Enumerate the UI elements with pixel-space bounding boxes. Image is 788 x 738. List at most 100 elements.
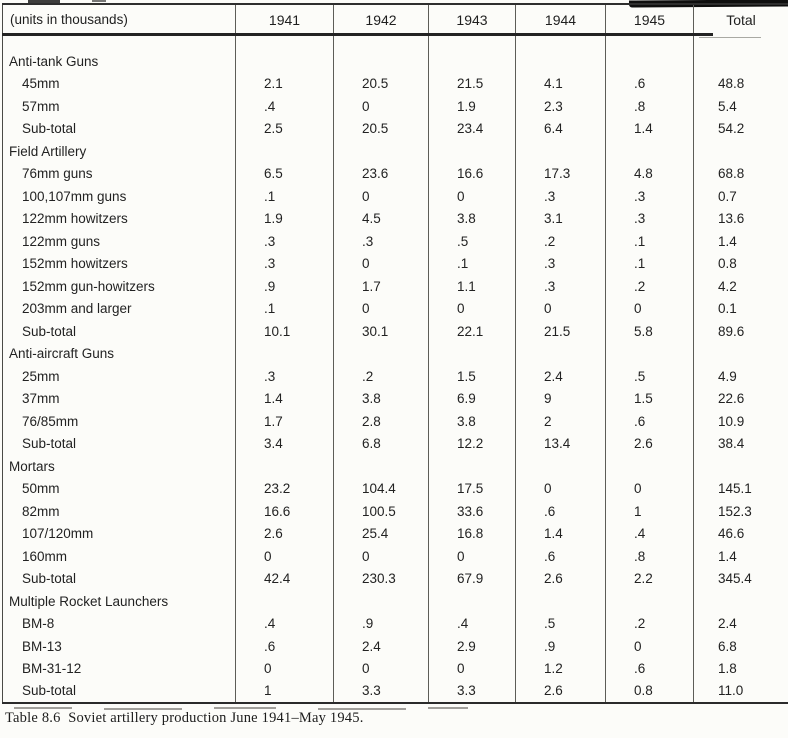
table-row: 122mm guns .3.3.5.2.1 1.4 bbox=[2, 230, 788, 253]
table-row: 203mm and larger .1 0 0 0 0 0.1 bbox=[2, 297, 788, 320]
cell-1941: 1.9 bbox=[235, 207, 334, 230]
table-row: Sub-total 42.4 230.3 67.9 2.6 2.2 345.4 bbox=[2, 567, 788, 590]
cell-1942: 104.4 bbox=[333, 477, 429, 500]
cell-1942: 2.4 bbox=[333, 635, 429, 658]
cell-1944: 21.5 bbox=[515, 320, 606, 343]
cell-1942: 0 bbox=[333, 252, 429, 275]
col-header-1941: 1941 bbox=[235, 4, 334, 34]
cell-1941: .6 bbox=[235, 635, 334, 658]
cell-1945: .1 bbox=[605, 230, 694, 253]
row-label: 160mm bbox=[2, 545, 236, 568]
empty-cell bbox=[428, 34, 516, 50]
scan-artifact-bottom-dash bbox=[318, 708, 406, 710]
table-row: 122mm howitzers 1.9 4.5 3.8 3.1.3 13.6 bbox=[2, 207, 788, 230]
row-label: 100,107mm guns bbox=[2, 185, 236, 208]
cell-total: 46.6 bbox=[718, 526, 745, 542]
table-row: 100,107mm guns .1 0 0.3.3 0.7 bbox=[2, 185, 788, 208]
row-label: 122mm howitzers bbox=[2, 207, 236, 230]
cell-1945: .8 bbox=[605, 545, 694, 568]
cell-total: 0.7 bbox=[718, 188, 737, 204]
cell-total: 22.6 bbox=[718, 391, 745, 407]
cell-1941: .4 bbox=[235, 95, 334, 118]
header-rule bbox=[2, 33, 713, 36]
cell-1945: 1 bbox=[605, 500, 694, 523]
section-header-row: Anti-aircraft Guns bbox=[2, 342, 788, 365]
row-label: 76mm guns bbox=[2, 162, 236, 185]
cell-1945: .6 bbox=[605, 657, 694, 680]
cell-1941: 1 bbox=[235, 680, 334, 703]
row-label: Sub-total bbox=[2, 432, 236, 455]
cell-1941: 2.1 bbox=[235, 72, 334, 95]
cell-1943: 12.2 bbox=[428, 432, 516, 455]
cell-1944: 1.4 bbox=[515, 522, 606, 545]
cell-1942: 2.8 bbox=[333, 410, 429, 433]
cell-total: 13.6 bbox=[718, 211, 745, 227]
cell-1942: 0 bbox=[333, 297, 429, 320]
row-label: 37mm bbox=[2, 387, 236, 410]
cell-1941: 2.6 bbox=[235, 522, 334, 545]
cell-1945: 1.5 bbox=[605, 387, 694, 410]
cell-1942: 0 bbox=[333, 545, 429, 568]
cell-1943: 3.3 bbox=[428, 680, 516, 703]
cell-1945: .2 bbox=[605, 612, 694, 635]
cell-1942: .3 bbox=[333, 230, 429, 253]
cell-1942: 3.3 bbox=[333, 680, 429, 703]
table-row: Sub-total 10.1 30.1 22.1 21.5 5.8 89.6 bbox=[2, 320, 788, 343]
cell-1942: 4.5 bbox=[333, 207, 429, 230]
row-label: Sub-total bbox=[2, 320, 236, 343]
cell-1945: .4 bbox=[605, 522, 694, 545]
cell-total: 89.6 bbox=[718, 323, 745, 339]
empty-cell bbox=[605, 34, 694, 50]
empty-cell bbox=[605, 590, 694, 613]
cell-1943: 0 bbox=[428, 185, 516, 208]
cell-1945: .5 bbox=[605, 365, 694, 388]
cell-1941: 0 bbox=[235, 657, 334, 680]
table-row: 152mm gun-howitzers .9 1.7 1.1.3.2 4.2 bbox=[2, 275, 788, 298]
cell-1941: 23.2 bbox=[235, 477, 334, 500]
row-label: 152mm howitzers bbox=[2, 252, 236, 275]
empty-cell bbox=[605, 50, 694, 73]
table-row: 152mm howitzers .3 0.1.3.1 0.8 bbox=[2, 252, 788, 275]
cell-1944: 2.6 bbox=[515, 567, 606, 590]
section-title: Multiple Rocket Launchers bbox=[2, 590, 236, 613]
cell-1943: 67.9 bbox=[428, 567, 516, 590]
cell-1945: .2 bbox=[605, 275, 694, 298]
header-row: (units in thousands) 1941 1942 1943 1944… bbox=[2, 4, 788, 34]
units-header: (units in thousands) bbox=[2, 4, 236, 34]
cell-total: 145.1 bbox=[718, 481, 752, 497]
cell-total: 54.2 bbox=[718, 121, 745, 137]
row-label: 107/120mm bbox=[2, 522, 236, 545]
col-header-1945: 1945 bbox=[605, 4, 694, 34]
cell-1942: 0 bbox=[333, 657, 429, 680]
cell-total: 11.0 bbox=[718, 683, 744, 699]
empty-cell bbox=[235, 140, 334, 163]
cell-1944: .9 bbox=[515, 635, 606, 658]
row-label: 57mm bbox=[2, 95, 236, 118]
cell-1944: .2 bbox=[515, 230, 606, 253]
header-spacer-row bbox=[2, 34, 788, 50]
cell-total: 5.4 bbox=[718, 98, 737, 114]
empty-cell bbox=[235, 34, 334, 50]
cell-1944: 4.1 bbox=[515, 72, 606, 95]
table-row: 37mm 1.4 3.8 6.9 9 1.5 22.6 bbox=[2, 387, 788, 410]
cell-1945: 0.8 bbox=[605, 680, 694, 703]
cell-1945: .1 bbox=[605, 252, 694, 275]
empty-cell bbox=[333, 455, 429, 478]
empty-cell bbox=[235, 342, 334, 365]
cell-1941: 10.1 bbox=[235, 320, 334, 343]
cell-total: 1.4 bbox=[718, 548, 737, 564]
cell-1941: 3.4 bbox=[235, 432, 334, 455]
empty-cell bbox=[605, 140, 694, 163]
section-title: Mortars bbox=[2, 455, 236, 478]
section-header-row: Mortars bbox=[2, 455, 788, 478]
cell-1943: 17.5 bbox=[428, 477, 516, 500]
cell-1945: .3 bbox=[605, 207, 694, 230]
cell-1943: 16.8 bbox=[428, 522, 516, 545]
cell-1942: 30.1 bbox=[333, 320, 429, 343]
row-label: Sub-total bbox=[2, 680, 236, 703]
cell-1943: 3.8 bbox=[428, 410, 516, 433]
cell-1942: 1.7 bbox=[333, 275, 429, 298]
table-body: Anti-tank Guns 45mm 2.1 20.5 21.5 4.1.6 48.8 57… bbox=[2, 34, 788, 703]
cell-total: 1.4 bbox=[718, 233, 737, 249]
